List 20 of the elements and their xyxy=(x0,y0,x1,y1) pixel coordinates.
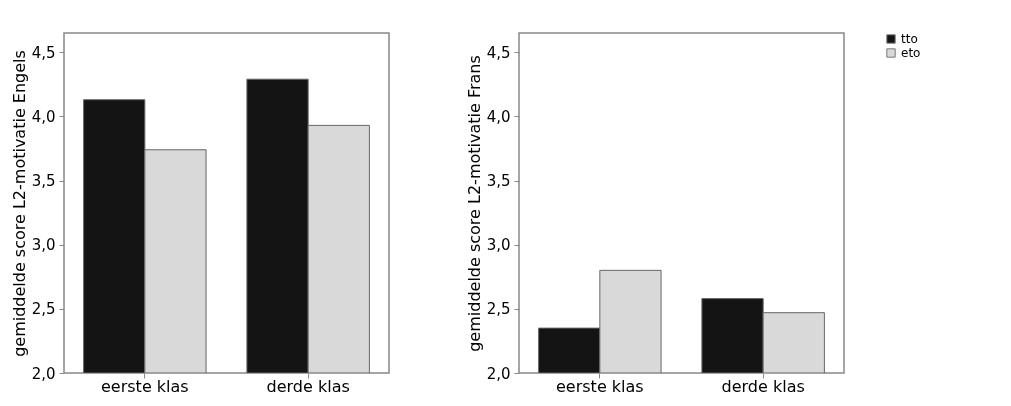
x-tick-label: derde klas xyxy=(721,376,805,396)
y-axis-title: gemiddelde score L2-motivatie Engels xyxy=(9,50,29,357)
y-tick-label: 2,5 xyxy=(486,300,511,319)
y-tick-label: 3,0 xyxy=(486,236,511,255)
y-tick-label: 2,0 xyxy=(486,364,511,383)
y-tick-label: 4,0 xyxy=(31,107,56,126)
y-tick-label: 4,0 xyxy=(486,107,511,126)
y-tick-label: 4,5 xyxy=(31,43,56,62)
x-tick-label: eerste klas xyxy=(101,376,189,396)
legend-label: eto xyxy=(901,46,921,60)
y-tick-label: 4,5 xyxy=(486,43,511,62)
x-tick-label: derde klas xyxy=(266,376,350,396)
legend-label: tto xyxy=(901,32,918,46)
y-axis-title: gemiddelde score L2-motivatie Frans xyxy=(464,55,484,352)
y-tick-label: 2,5 xyxy=(31,300,56,319)
y-tick-label: 2,0 xyxy=(31,364,56,383)
y-tick-label: 3,5 xyxy=(486,172,511,191)
y-tick-label: 3,5 xyxy=(31,172,56,191)
x-tick-label: eerste klas xyxy=(556,376,644,396)
y-tick-label: 3,0 xyxy=(31,236,56,255)
